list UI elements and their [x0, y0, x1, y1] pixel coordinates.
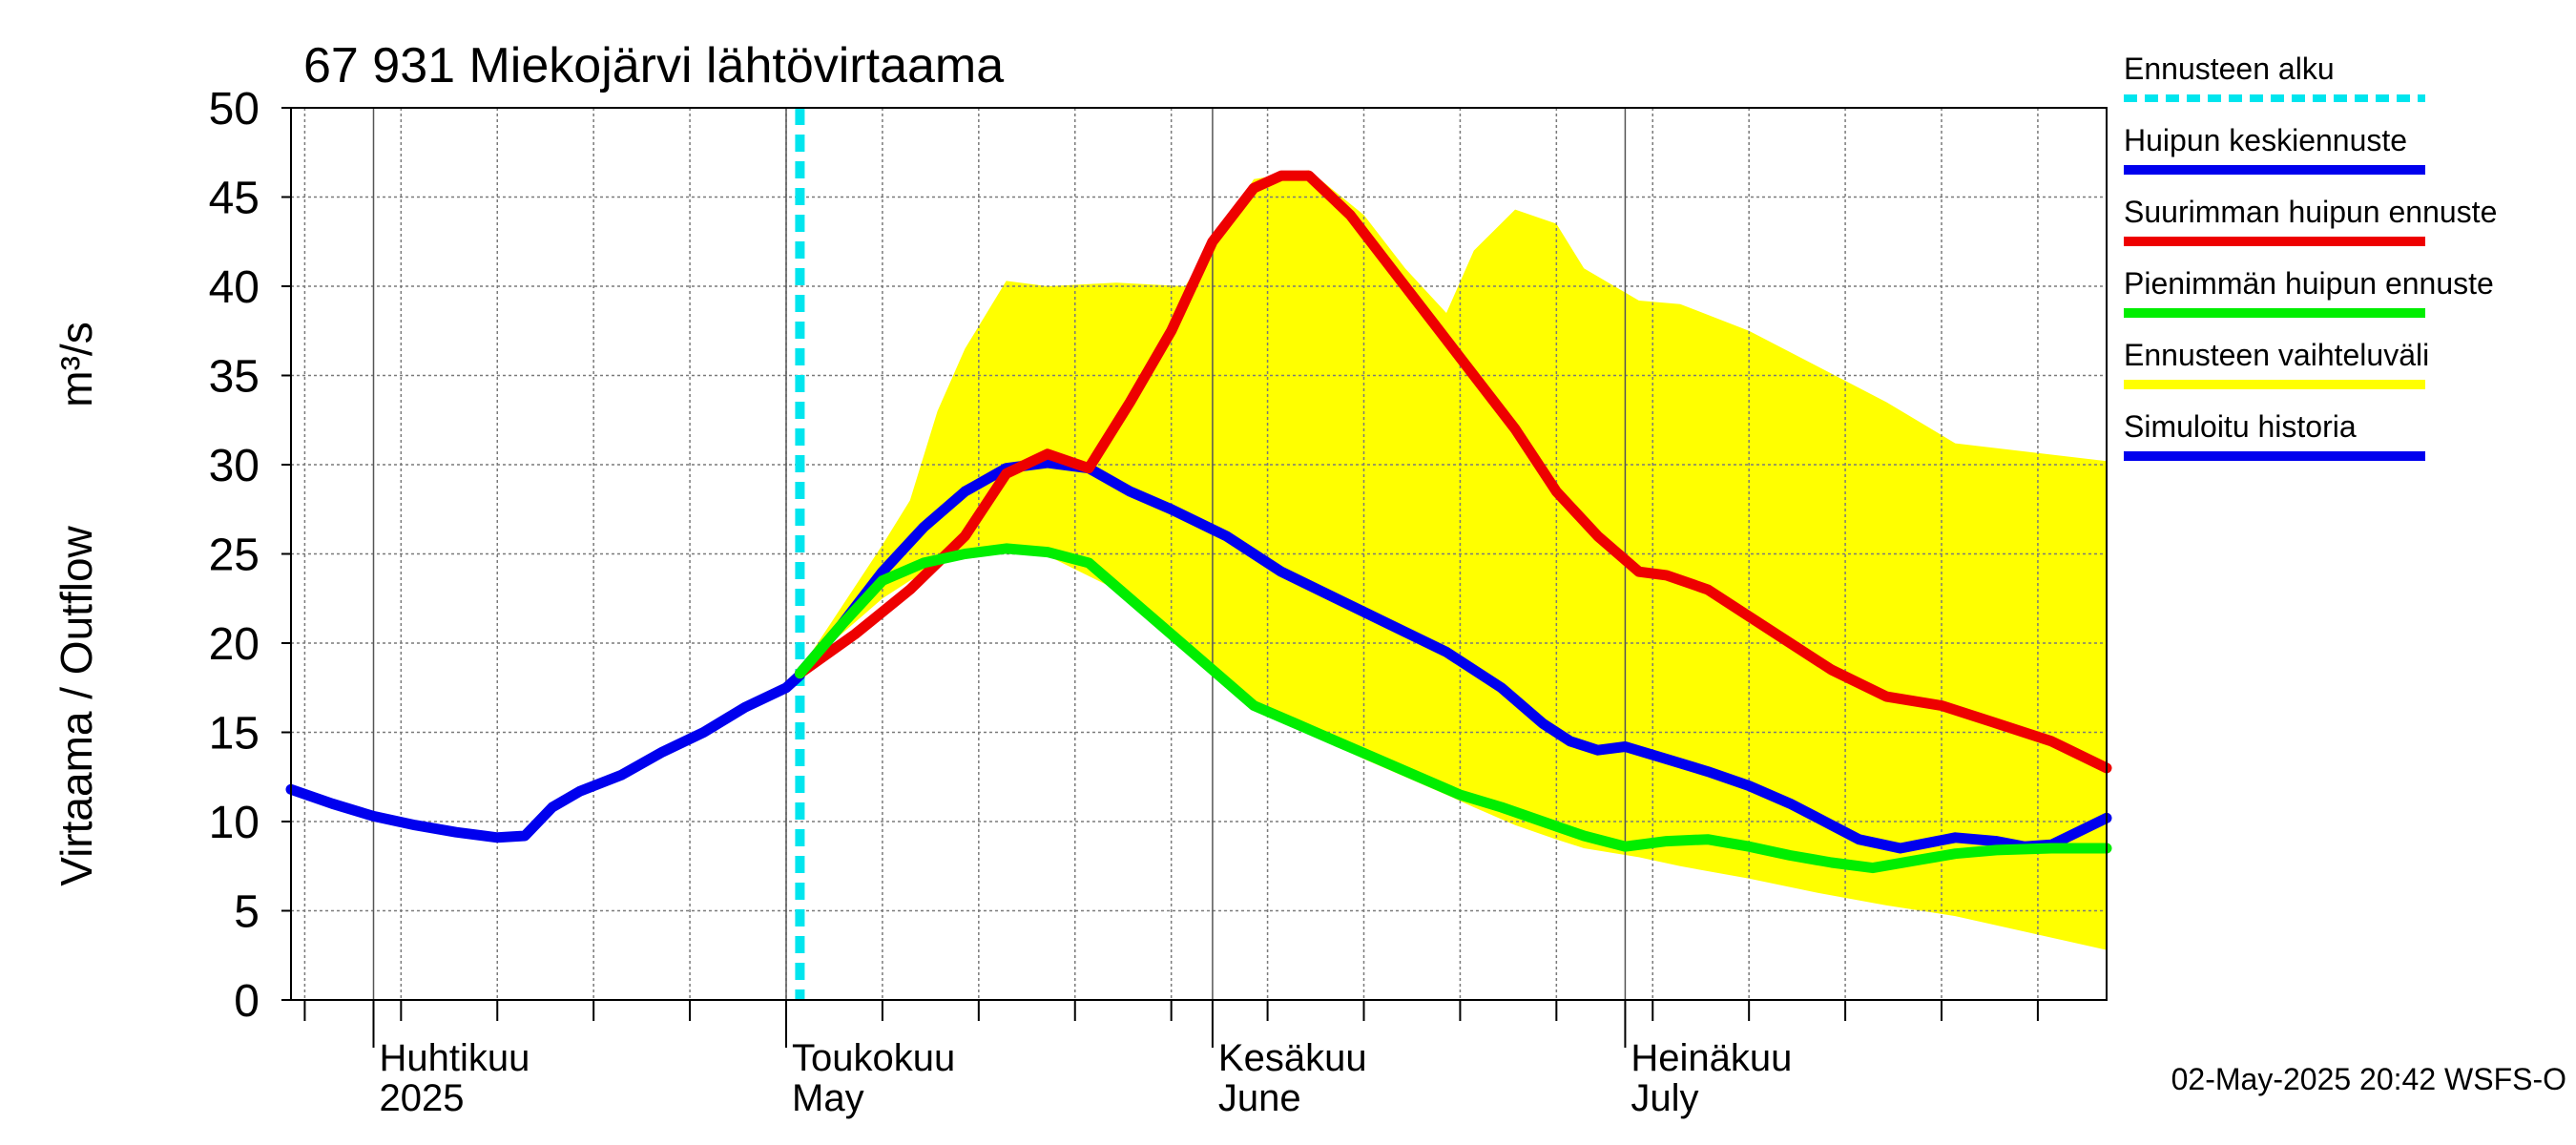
axes-layer: 05101520253035404550Huhtikuu2025Toukokuu…	[209, 84, 2039, 1119]
month-label-fi: Kesäkuu	[1218, 1037, 1367, 1079]
month-label-fi: Toukokuu	[792, 1037, 955, 1079]
month-label-en: May	[792, 1077, 864, 1119]
chart-title: 67 931 Miekojärvi lähtövirtaama	[303, 38, 1004, 94]
y-axis-unit: m³/s	[52, 322, 101, 406]
series-line	[285, 670, 805, 843]
y-tick-label: 10	[209, 798, 260, 848]
footer-timestamp: 02-May-2025 20:42 WSFS-O	[2171, 1062, 2566, 1096]
month-label-en: July	[1631, 1077, 1698, 1119]
series-line	[794, 543, 2112, 874]
month-label-en: 2025	[380, 1077, 465, 1119]
series-layer	[285, 108, 2112, 1000]
y-tick-label: 45	[209, 174, 260, 224]
legend-label: Huipun keskiennuste	[2124, 123, 2407, 157]
y-tick-label: 25	[209, 531, 260, 581]
legend-label: Suurimman huipun ennuste	[2124, 195, 2497, 229]
month-label-en: June	[1218, 1077, 1301, 1119]
legend-label: Ennusteen vaihteluväli	[2124, 338, 2429, 372]
series-line	[794, 170, 2112, 774]
y-tick-label: 50	[209, 84, 260, 135]
y-axis-label: Virtaama / Outflow	[52, 525, 101, 885]
forecast-band	[800, 170, 2107, 950]
y-tick-label: 35	[209, 352, 260, 403]
forecast-band-layer	[800, 170, 2107, 950]
y-tick-label: 40	[209, 262, 260, 313]
y-tick-label: 20	[209, 619, 260, 670]
y-tick-label: 5	[234, 887, 260, 938]
month-label-fi: Huhtikuu	[380, 1037, 530, 1079]
legend-label: Ennusteen alku	[2124, 52, 2335, 86]
y-tick-label: 30	[209, 441, 260, 491]
legend-label: Pienimmän huipun ennuste	[2124, 266, 2494, 301]
y-tick-label: 0	[234, 976, 260, 1027]
legend-label: Simuloitu historia	[2124, 409, 2357, 444]
y-tick-label: 15	[209, 709, 260, 760]
legend: Ennusteen alku Huipun keskiennuste Suurimm…	[2124, 52, 2497, 461]
month-label-fi: Heinäkuu	[1631, 1037, 1792, 1079]
